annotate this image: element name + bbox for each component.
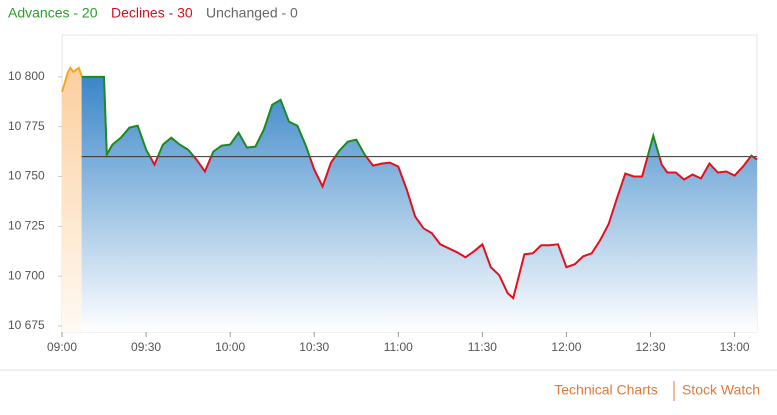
x-tick-label: 12:30	[635, 340, 665, 354]
x-tick-label: 13:00	[720, 340, 750, 354]
x-tick-label: 10:30	[299, 340, 329, 354]
y-tick-label: 10 775	[8, 119, 45, 133]
preopen-line	[61, 66, 83, 93]
preopen-area	[62, 67, 82, 333]
y-tick-label: 10 750	[8, 169, 45, 183]
y-tick-label: 10 725	[8, 219, 45, 233]
x-tick-label: 11:00	[384, 340, 413, 354]
line-down	[105, 156, 758, 300]
advances: Advances - 20	[8, 5, 98, 21]
stock-watch-link[interactable]: Stock Watch	[682, 382, 760, 398]
x-tick-label: 11:30	[468, 340, 497, 354]
unchanged: Unchanged - 0	[206, 5, 298, 21]
x-tick-label: 09:00	[47, 340, 77, 354]
line-up	[81, 75, 755, 157]
y-tick-label: 10 700	[8, 268, 45, 282]
y-tick-label: 10 675	[8, 318, 45, 332]
technical-charts-link[interactable]: Technical Charts	[554, 382, 658, 398]
y-tick-label: 10 800	[8, 69, 45, 83]
area	[81, 76, 758, 333]
x-tick-label: 09:30	[131, 340, 161, 354]
declines: Declines - 30	[111, 5, 193, 21]
x-tick-label: 12:00	[551, 340, 581, 354]
x-tick-label: 10:00	[215, 340, 245, 354]
